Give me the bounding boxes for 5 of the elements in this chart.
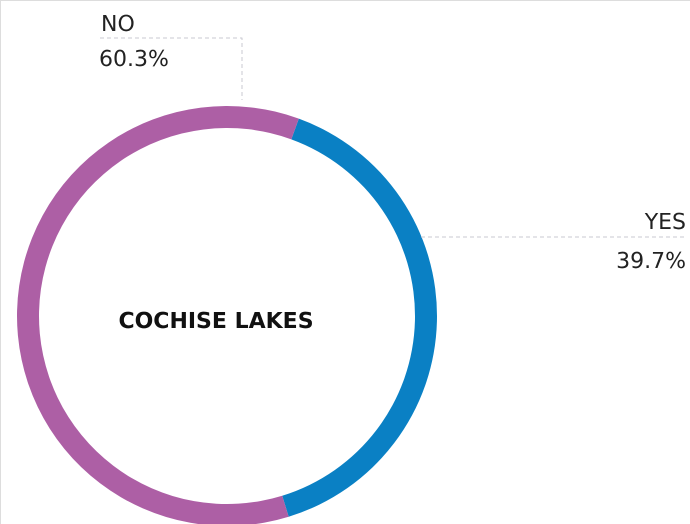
slice-label: NO <box>101 12 135 37</box>
text: COCHISE LAKES <box>118 309 314 334</box>
data-label: 39.7% <box>616 249 686 274</box>
slice-label: YES <box>644 210 686 235</box>
data-label: 60.3% <box>99 47 169 72</box>
